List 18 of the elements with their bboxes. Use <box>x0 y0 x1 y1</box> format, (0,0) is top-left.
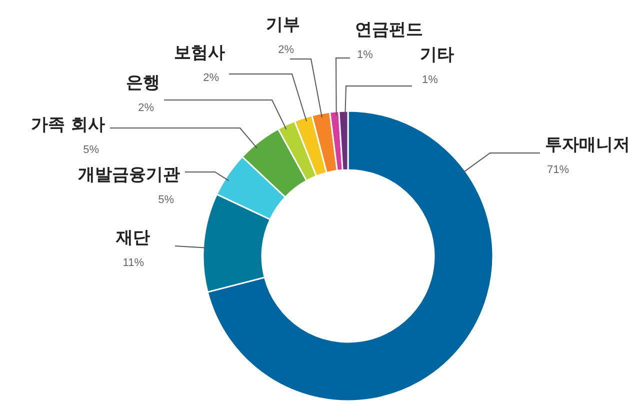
slice-label: 연금펀드 <box>355 20 423 40</box>
slice-label: 재단 <box>115 228 150 248</box>
slice-label: 투자매니저 <box>545 135 630 155</box>
data-label: 71% <box>547 164 570 176</box>
data-label: 2% <box>278 44 294 56</box>
slice-label: 기부 <box>266 15 300 35</box>
data-label: 5% <box>158 194 174 206</box>
data-label: 1% <box>357 49 374 61</box>
data-label: 11% <box>122 257 144 269</box>
slice-label: 개발금융기관 <box>78 165 180 185</box>
data-label: 5% <box>83 144 100 156</box>
data-label: 2% <box>138 102 154 114</box>
data-label: 2% <box>203 72 220 84</box>
slice-label: 은행 <box>126 73 160 93</box>
slice-label: 가족 회사 <box>31 115 105 135</box>
slice-label: 보험사 <box>174 43 225 63</box>
slice-label: 기타 <box>420 45 454 65</box>
data-label: 1% <box>422 74 438 86</box>
